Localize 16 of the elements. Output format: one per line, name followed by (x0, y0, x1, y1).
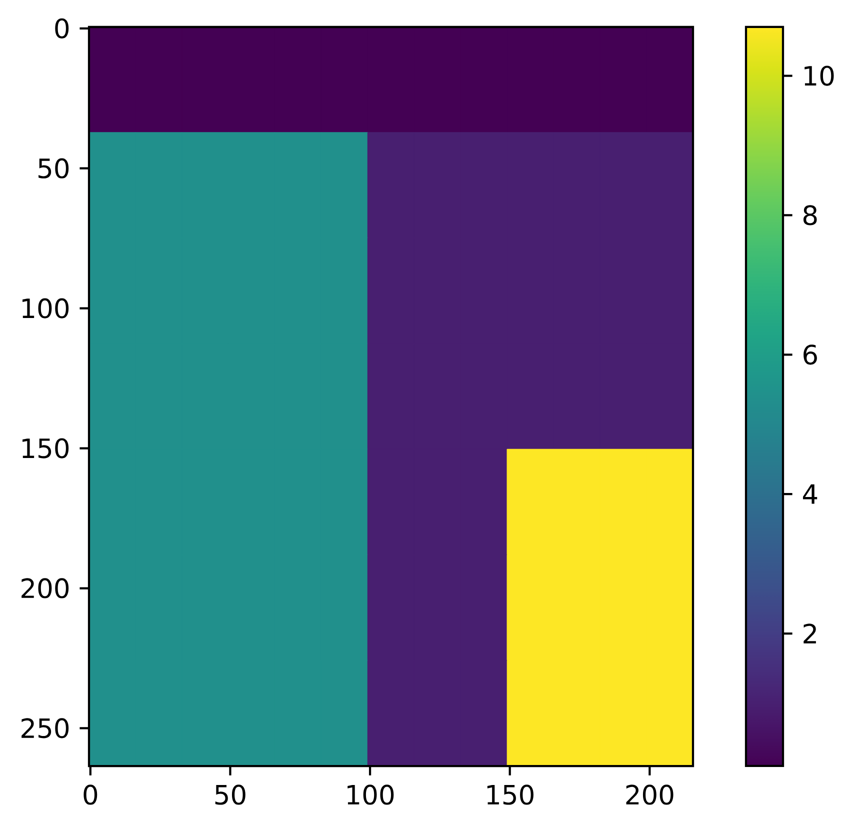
y-tick-label: 50 (38, 158, 69, 178)
color-bar-label: 4 (802, 484, 818, 504)
x-tick-label: 100 (348, 784, 394, 805)
y-tick-label: 150 (22, 438, 69, 458)
y-tick-label: 250 (22, 718, 69, 738)
x-tick-label: 0 (84, 784, 98, 805)
y-tick-label: 200 (22, 578, 69, 598)
y-tick-label: 0 (55, 18, 69, 38)
color-bar-label: 2 (804, 624, 816, 644)
x-tick-label: 150 (487, 784, 534, 805)
color-bar-label: 8 (803, 205, 817, 226)
color-bar-label: 10 (804, 66, 834, 86)
y-tick-label: 100 (22, 298, 69, 318)
x-tick-label: 50 (215, 784, 246, 805)
x-tick-label: 200 (626, 784, 674, 805)
color-bar-label: 6 (804, 344, 817, 365)
